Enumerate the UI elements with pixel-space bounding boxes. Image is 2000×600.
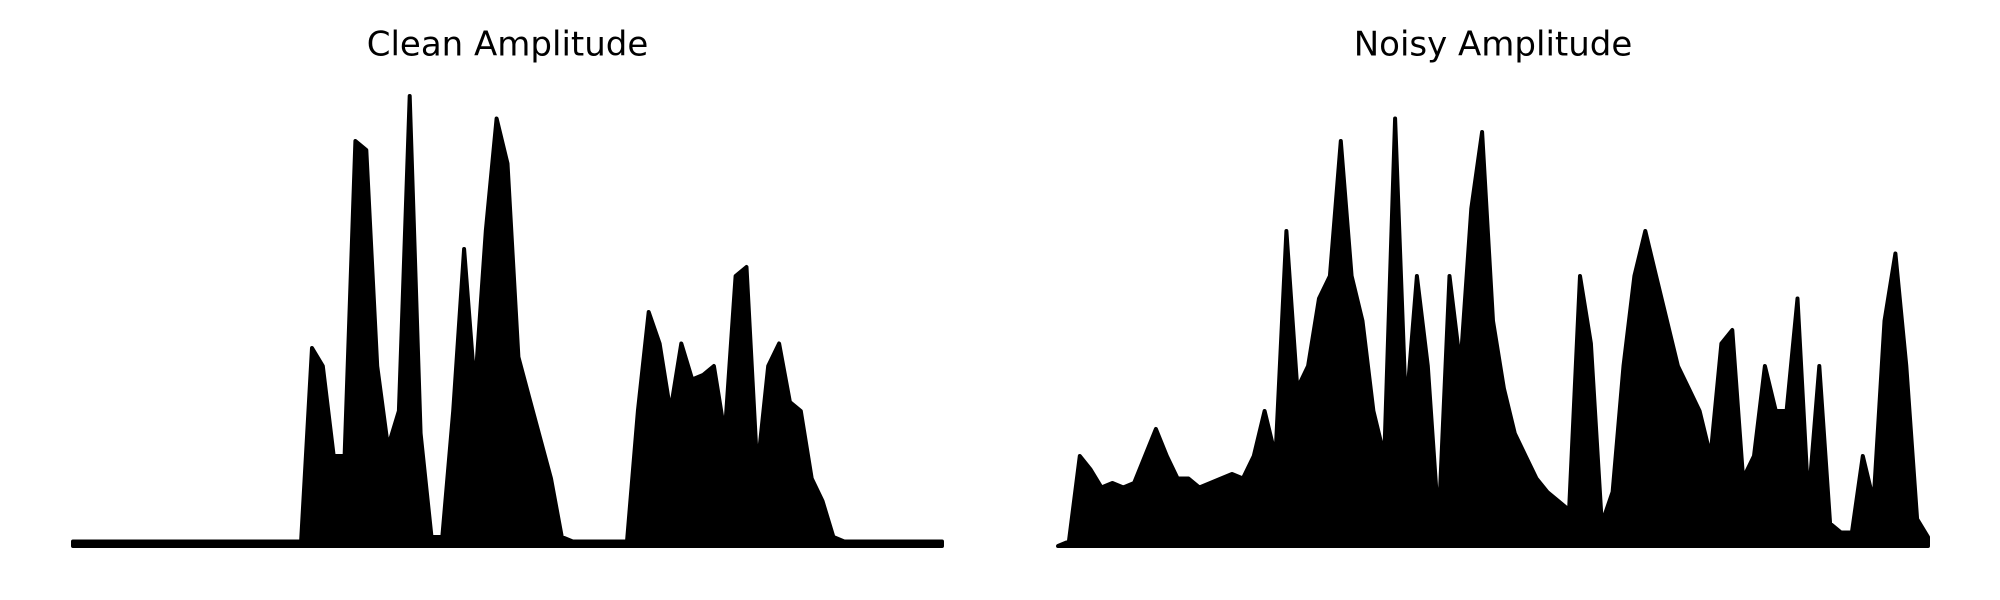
chart-title: Noisy Amplitude (1354, 25, 1633, 65)
chart-title: Clean Amplitude (367, 25, 649, 65)
amplitude-area (71, 94, 944, 548)
amplitude-area (1056, 116, 1930, 548)
